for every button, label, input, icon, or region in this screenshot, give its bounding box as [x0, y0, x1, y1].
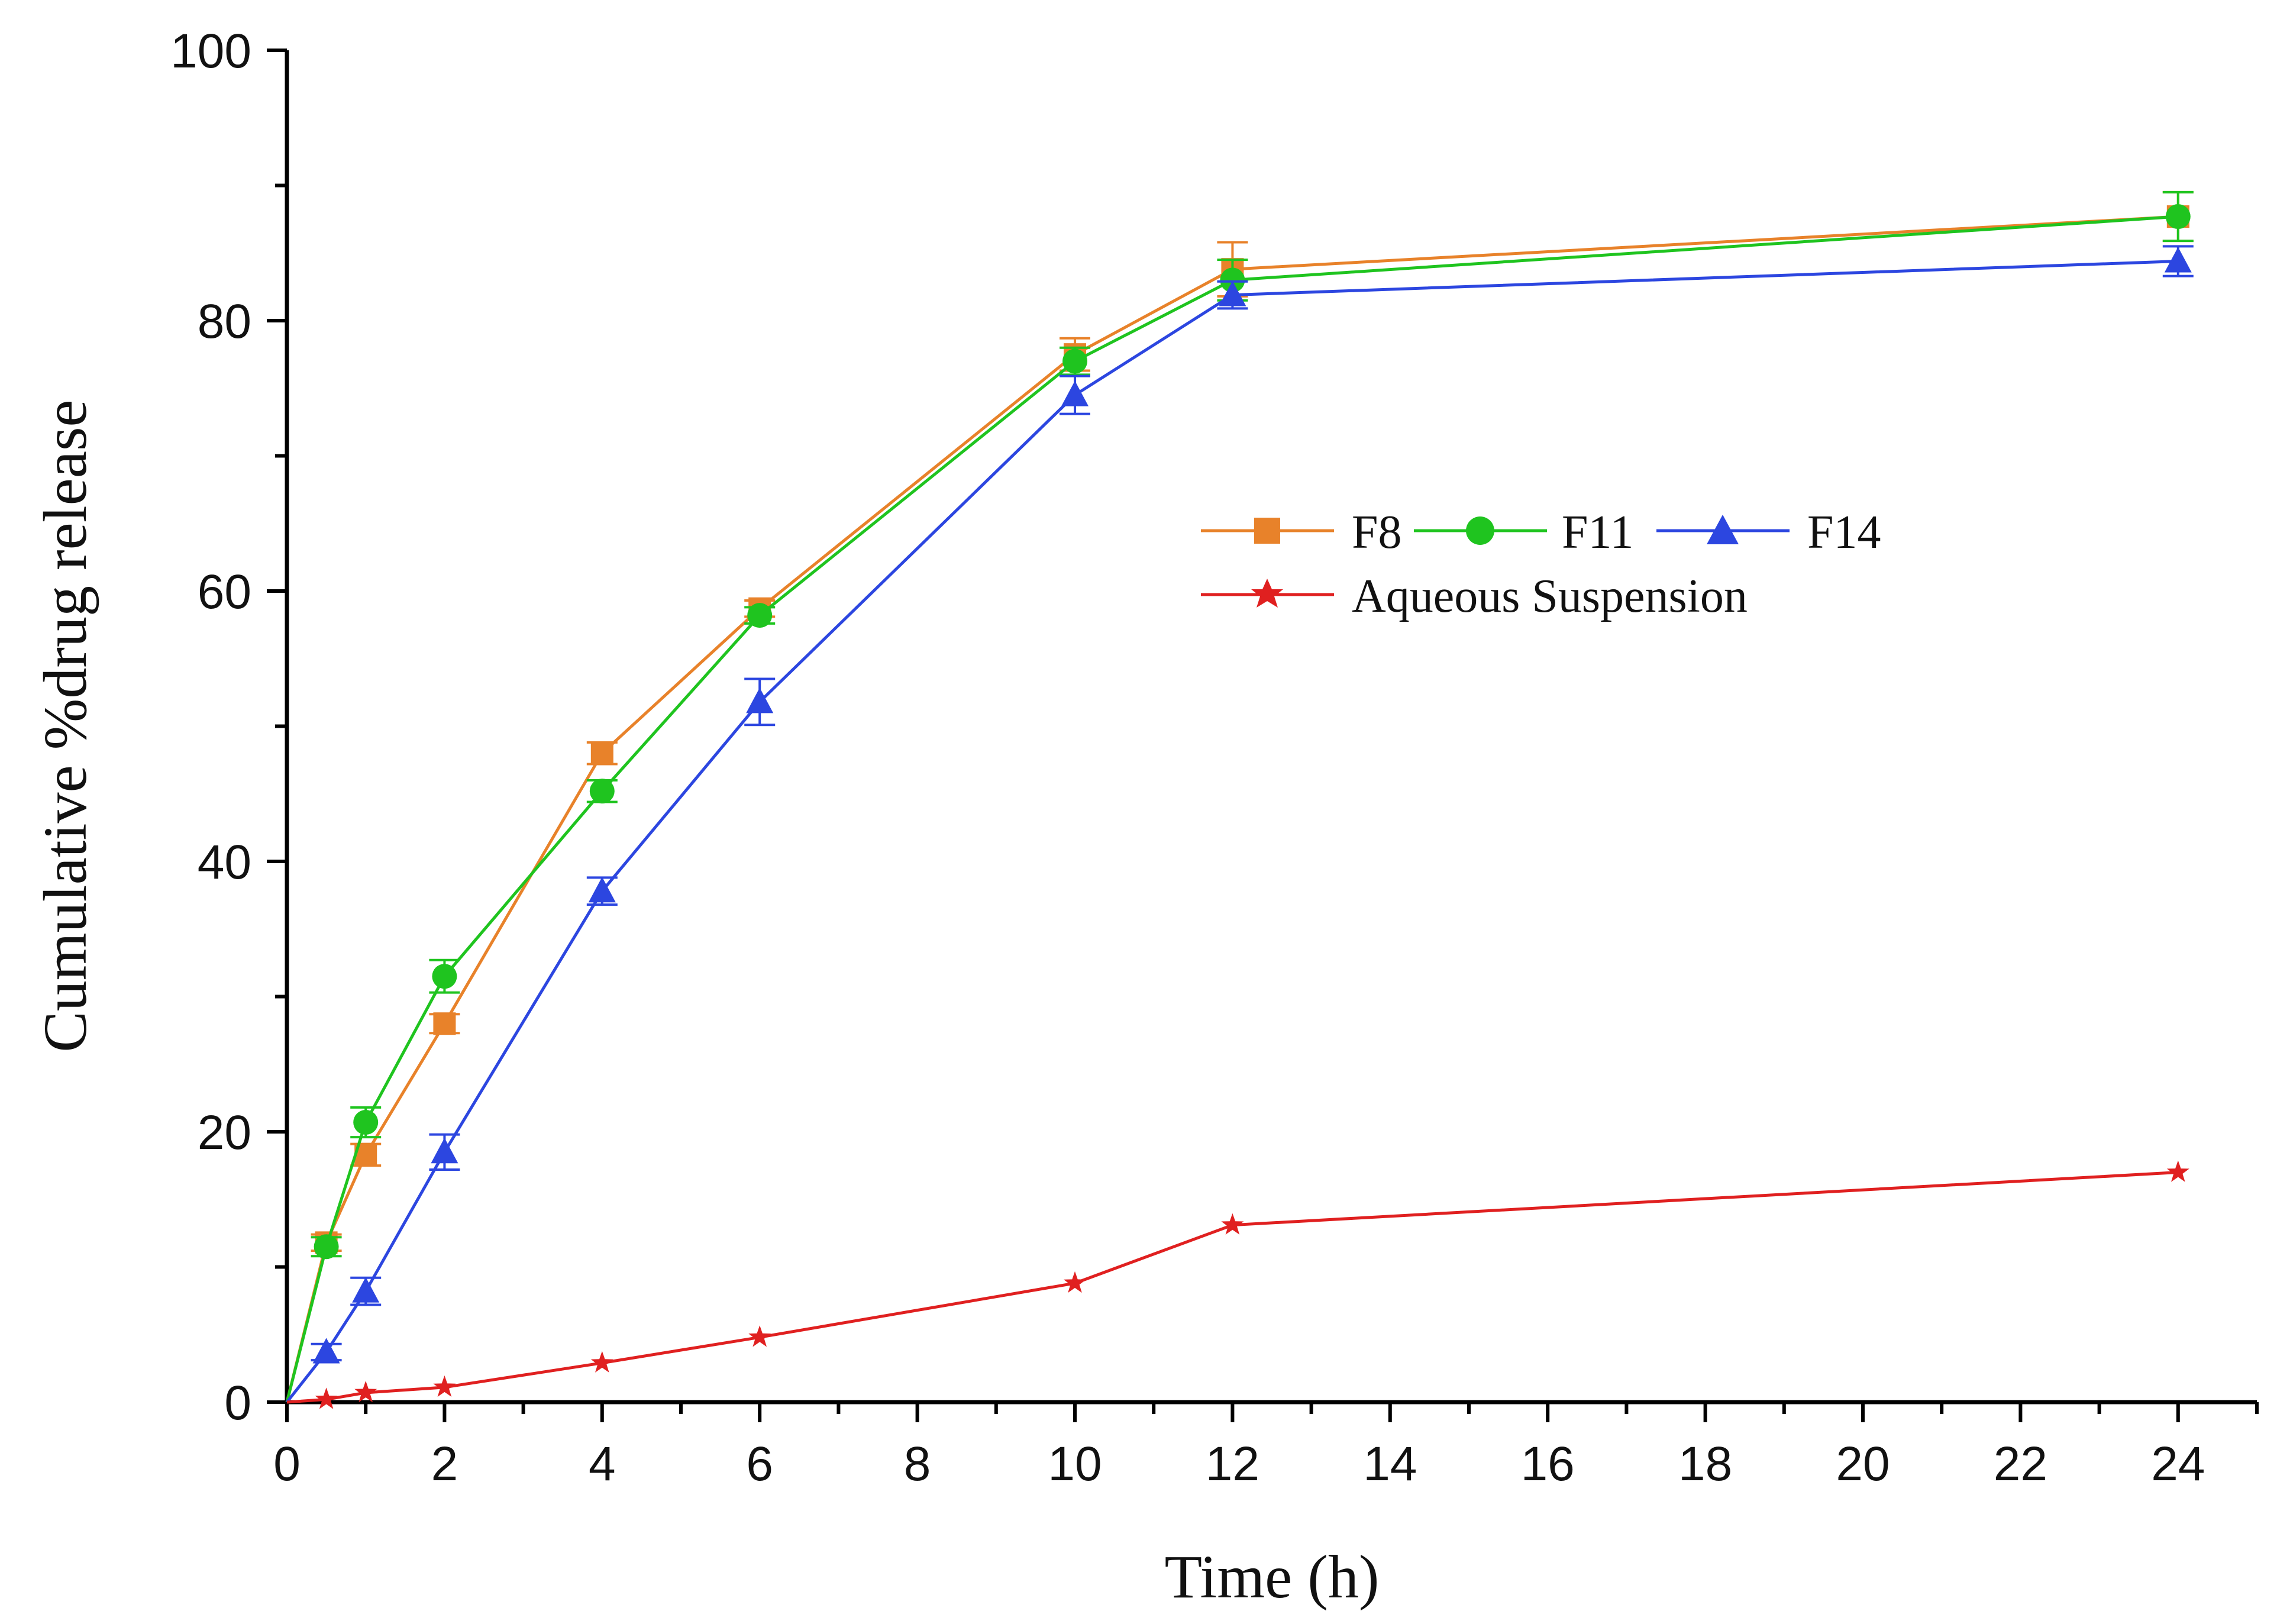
- x-ticks: 0 2 4 6 8 10 12 14 16 18 20 22 24: [273, 1402, 2259, 1491]
- x-tick-label: 24: [2151, 1437, 2205, 1491]
- y-ticks: 0 20 40 60 80 100: [170, 24, 287, 1430]
- data-point-aqueous-suspension: [1221, 1213, 1244, 1235]
- series-f11: [285, 191, 2194, 1403]
- legend-item-f11: F11: [1414, 506, 1634, 558]
- x-tick-label: 10: [1048, 1437, 1102, 1491]
- y-tick-label: 20: [198, 1106, 251, 1160]
- x-tick-label: 8: [904, 1437, 931, 1491]
- series-line-aqueous-suspension: [286, 1171, 2178, 1404]
- series-aqueous-suspension: [286, 1160, 2189, 1409]
- x-tick-label: 16: [1521, 1437, 1575, 1491]
- series-line-f14: [286, 259, 2178, 1403]
- data-point-f14: [431, 1138, 458, 1164]
- y-tick-label: 40: [198, 835, 251, 889]
- data-point-f8: [590, 742, 613, 765]
- x-tick-label: 2: [431, 1437, 458, 1491]
- y-tick-label: 100: [170, 24, 251, 78]
- legend-marker-f14: [1707, 515, 1739, 544]
- data-point-aqueous-suspension: [315, 1387, 338, 1409]
- legend-marker-f11: [1466, 516, 1494, 545]
- data-point-f14: [352, 1277, 380, 1303]
- legend-marker-f8: [1254, 518, 1280, 544]
- x-tick-label: 14: [1363, 1437, 1417, 1491]
- x-axis-title: Time (h): [1164, 1543, 1379, 1611]
- data-point-f14: [588, 877, 616, 903]
- data-point-f14: [2164, 247, 2192, 273]
- data-point-f11: [432, 964, 457, 989]
- series-f8: [285, 191, 2194, 1403]
- y-tick-label: 80: [198, 295, 251, 348]
- data-point-f14: [1061, 380, 1089, 406]
- legend-item-f8: F8: [1201, 506, 1402, 558]
- x-tick-label: 0: [273, 1437, 301, 1491]
- legend-label-f8: F8: [1352, 506, 1402, 558]
- data-point-aqueous-suspension: [354, 1381, 377, 1403]
- x-tick-label: 22: [1994, 1437, 2047, 1491]
- legend-label-f11: F11: [1562, 506, 1634, 558]
- x-tick-label: 20: [1836, 1437, 1890, 1491]
- y-axis-title: Cumulative %drug release: [31, 399, 99, 1052]
- x-tick-label: 6: [746, 1437, 773, 1491]
- x-tick-label: 18: [1678, 1437, 1732, 1491]
- data-point-aqueous-suspension: [433, 1375, 456, 1397]
- legend-label-aqueous-suspension: Aqueous Suspension: [1352, 570, 1748, 622]
- data-point-aqueous-suspension: [590, 1351, 613, 1373]
- data-point-f11: [2165, 204, 2191, 230]
- axes: [285, 50, 2257, 1405]
- data-point-aqueous-suspension: [2166, 1160, 2189, 1182]
- data-point-f11: [314, 1234, 339, 1260]
- x-tick-label: 12: [1206, 1437, 1259, 1491]
- legend-item-aqueous-suspension: Aqueous Suspension: [1201, 570, 1748, 622]
- x-tick-label: 4: [589, 1437, 616, 1491]
- y-tick-label: 0: [224, 1376, 251, 1430]
- data-point-f14: [312, 1338, 340, 1364]
- legend: F8 F11 F14 Aqueous Suspension: [1201, 506, 1881, 622]
- legend-marker-aqueous-suspension: [1251, 579, 1283, 608]
- legend-label-f14: F14: [1807, 506, 1881, 558]
- series-layer: [285, 191, 2194, 1409]
- data-point-f11: [1220, 267, 1245, 293]
- series-f14: [286, 245, 2194, 1403]
- data-point-f11: [589, 779, 615, 804]
- y-tick-label: 60: [198, 565, 251, 619]
- data-point-f11: [1062, 348, 1087, 374]
- data-point-f8: [433, 1012, 456, 1035]
- data-point-aqueous-suspension: [1064, 1271, 1086, 1293]
- data-point-aqueous-suspension: [748, 1325, 771, 1347]
- legend-item-f14: F14: [1656, 506, 1881, 558]
- data-point-f11: [747, 603, 773, 628]
- data-point-f11: [353, 1110, 379, 1135]
- data-point-f14: [746, 687, 774, 713]
- data-point-f14: [1219, 280, 1246, 306]
